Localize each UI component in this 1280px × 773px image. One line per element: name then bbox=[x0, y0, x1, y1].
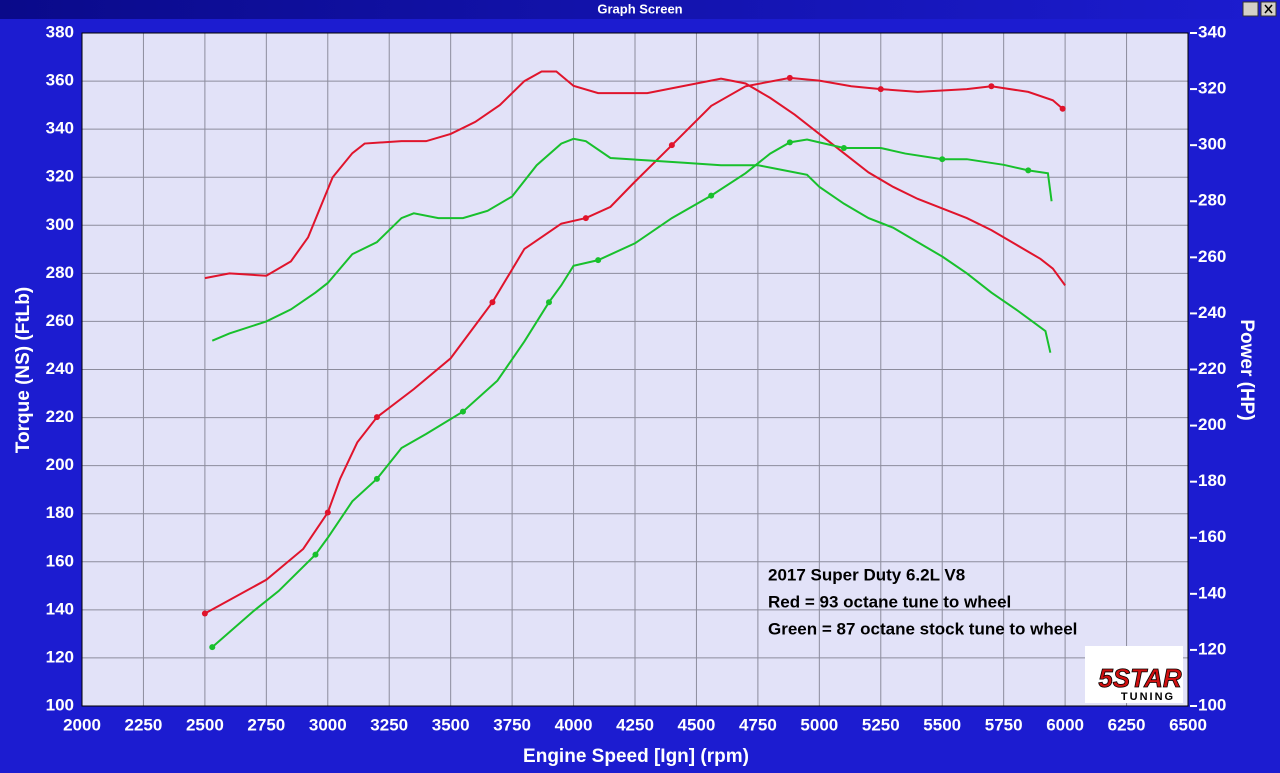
y-tick-label: 380 bbox=[46, 22, 74, 41]
y-tick-label: 120 bbox=[46, 647, 74, 666]
data-marker bbox=[1059, 105, 1066, 112]
y2-tick-label: 260 bbox=[1198, 247, 1226, 266]
x-tick-label: 2750 bbox=[247, 715, 285, 734]
x-tick-label: 5500 bbox=[923, 715, 961, 734]
x-tick-label: 4500 bbox=[678, 715, 716, 734]
y2-tick-label: 220 bbox=[1198, 359, 1226, 378]
window-title: Graph Screen bbox=[597, 1, 682, 16]
x-tick-label: 3500 bbox=[432, 715, 470, 734]
x-tick-label: 3000 bbox=[309, 715, 347, 734]
x-tick-label: 4000 bbox=[555, 715, 593, 734]
x-tick-label: 6000 bbox=[1046, 715, 1084, 734]
x-tick-label: 4250 bbox=[616, 715, 654, 734]
data-marker bbox=[668, 142, 675, 149]
y2-tick-label: 120 bbox=[1198, 639, 1226, 658]
logo-text: 5STAR bbox=[1098, 663, 1182, 693]
x-tick-label: 4750 bbox=[739, 715, 777, 734]
series bbox=[201, 70, 1066, 651]
series-line bbox=[204, 70, 1066, 286]
y2-tick-label: 340 bbox=[1198, 22, 1226, 41]
x-tick-label: 2250 bbox=[125, 715, 163, 734]
x-tick-label: 5250 bbox=[862, 715, 900, 734]
data-marker bbox=[459, 408, 466, 415]
y2-tick-label: 160 bbox=[1198, 527, 1226, 546]
y-tick-label: 220 bbox=[46, 407, 74, 426]
x-tick-label: 2500 bbox=[186, 715, 224, 734]
plot-frame bbox=[81, 32, 1189, 707]
data-marker bbox=[582, 215, 589, 222]
y-tick-label: 340 bbox=[46, 119, 74, 138]
data-marker bbox=[545, 299, 552, 306]
data-marker bbox=[489, 299, 496, 306]
y-tick-label: 180 bbox=[46, 503, 74, 522]
y2-tick-label: 280 bbox=[1198, 191, 1226, 210]
y-tick-label: 140 bbox=[46, 599, 74, 618]
annotation: 2017 Super Duty 6.2L V8 bbox=[768, 565, 965, 584]
series-line bbox=[211, 137, 1052, 353]
data-marker bbox=[324, 509, 331, 516]
series-line bbox=[211, 138, 1053, 648]
x-tick-label: 3750 bbox=[493, 715, 531, 734]
data-marker bbox=[595, 257, 602, 264]
y2-tick-label: 100 bbox=[1198, 695, 1226, 714]
data-marker bbox=[988, 83, 995, 90]
data-marker bbox=[209, 644, 216, 651]
x-axis-label: Engine Speed [Ign] (rpm) bbox=[523, 746, 749, 767]
x-tick-label: 2000 bbox=[63, 715, 101, 734]
y-tick-label: 320 bbox=[46, 167, 74, 186]
y-tick-label: 160 bbox=[46, 551, 74, 570]
series-line bbox=[204, 76, 1064, 615]
data-marker bbox=[877, 86, 884, 93]
close-icon bbox=[1264, 4, 1273, 14]
y2-tick-label: 140 bbox=[1198, 583, 1226, 602]
y2-tick-label: 240 bbox=[1198, 303, 1226, 322]
title-bar bbox=[0, 0, 1280, 19]
data-marker bbox=[373, 414, 380, 421]
data-marker bbox=[840, 144, 847, 151]
data-marker bbox=[939, 156, 946, 163]
restore-button[interactable] bbox=[1242, 1, 1259, 17]
data-marker bbox=[786, 74, 793, 81]
annotation: Red = 93 octane tune to wheel bbox=[768, 592, 1011, 611]
y-tick-label: 240 bbox=[46, 359, 74, 378]
data-marker bbox=[1025, 167, 1032, 174]
x-tick-label: 5750 bbox=[985, 715, 1023, 734]
y-tick-label: 360 bbox=[46, 71, 74, 90]
x-tick-label: 6500 bbox=[1169, 715, 1207, 734]
y2-tick-label: 300 bbox=[1198, 135, 1226, 154]
data-marker bbox=[786, 139, 793, 146]
data-marker bbox=[708, 192, 715, 199]
x-tick-label: 5000 bbox=[800, 715, 838, 734]
y-tick-label: 200 bbox=[46, 455, 74, 474]
data-marker bbox=[201, 610, 208, 617]
logo-subtext: TUNING bbox=[1121, 691, 1175, 703]
y-tick-label: 100 bbox=[46, 695, 74, 714]
x-tick-label: 6250 bbox=[1108, 715, 1146, 734]
y-tick-label: 260 bbox=[46, 311, 74, 330]
data-marker bbox=[373, 475, 380, 482]
data-marker bbox=[312, 551, 319, 558]
y2-tick-label: 180 bbox=[1198, 471, 1226, 490]
y-tick-label: 300 bbox=[46, 215, 74, 234]
logo-box bbox=[1085, 646, 1183, 703]
y2-tick-label: 200 bbox=[1198, 415, 1226, 434]
x-tick-label: 3250 bbox=[370, 715, 408, 734]
annotation: Green = 87 octane stock tune to wheel bbox=[768, 619, 1077, 638]
y-tick-label: 280 bbox=[46, 263, 74, 282]
y-axis-label: Torque (NS) (FtLb) bbox=[13, 287, 34, 453]
y2-tick-label: 320 bbox=[1198, 79, 1226, 98]
y2-axis-label: Power (HP) bbox=[1236, 319, 1257, 420]
